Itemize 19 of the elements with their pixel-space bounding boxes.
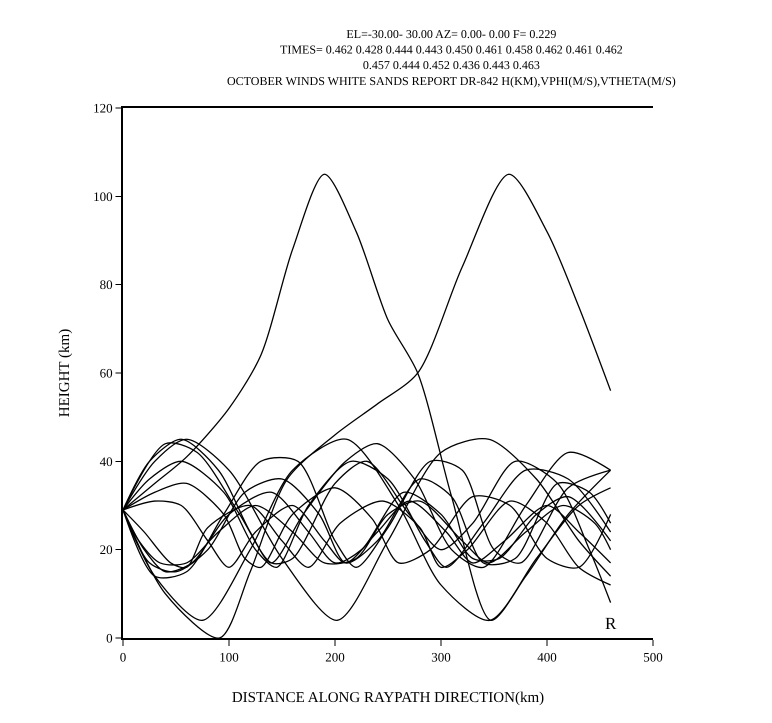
y-axis-title: HEIGHT (km) [56,328,73,418]
x-tick-label: 200 [325,649,345,664]
y-tick-label: 40 [100,454,113,469]
chart-subtitle: TIMES= 0.462 0.428 0.444 0.443 0.450 0.461 0.458 0.462 0.461 0.462 0.457 0.444 0.452 0.436 0.443 0.463 [280,42,623,72]
x-tick-label: 0 [120,649,126,664]
text: OCTOBER WINDS WHITE SANDS REPORT DR-842 H(KM),VPHI(M/S),VTHETA(M/S) [227,74,676,88]
x-tick-label: 100 [219,649,239,664]
y-tick-label: 100 [93,188,113,204]
y-tick-label: 0 [106,630,113,646]
y-tick-label: 20 [100,542,113,558]
annotation: R [605,614,617,633]
x-tick-label: 500 [643,649,663,664]
y-tick-label: 60 [100,366,113,381]
x-tick-label: 300 [431,649,451,664]
y-tick-label: 120 [93,100,113,116]
x-tick-label: 400 [537,649,557,664]
y-tick-label: 80 [100,277,113,292]
x-axis-title: DISTANCE ALONG RAYPATH DIRECTION(km) [232,690,544,706]
chart-title: EL=-30.00- 30.00 AZ= 0.00- 0.00 F= 0.229 [346,27,556,41]
